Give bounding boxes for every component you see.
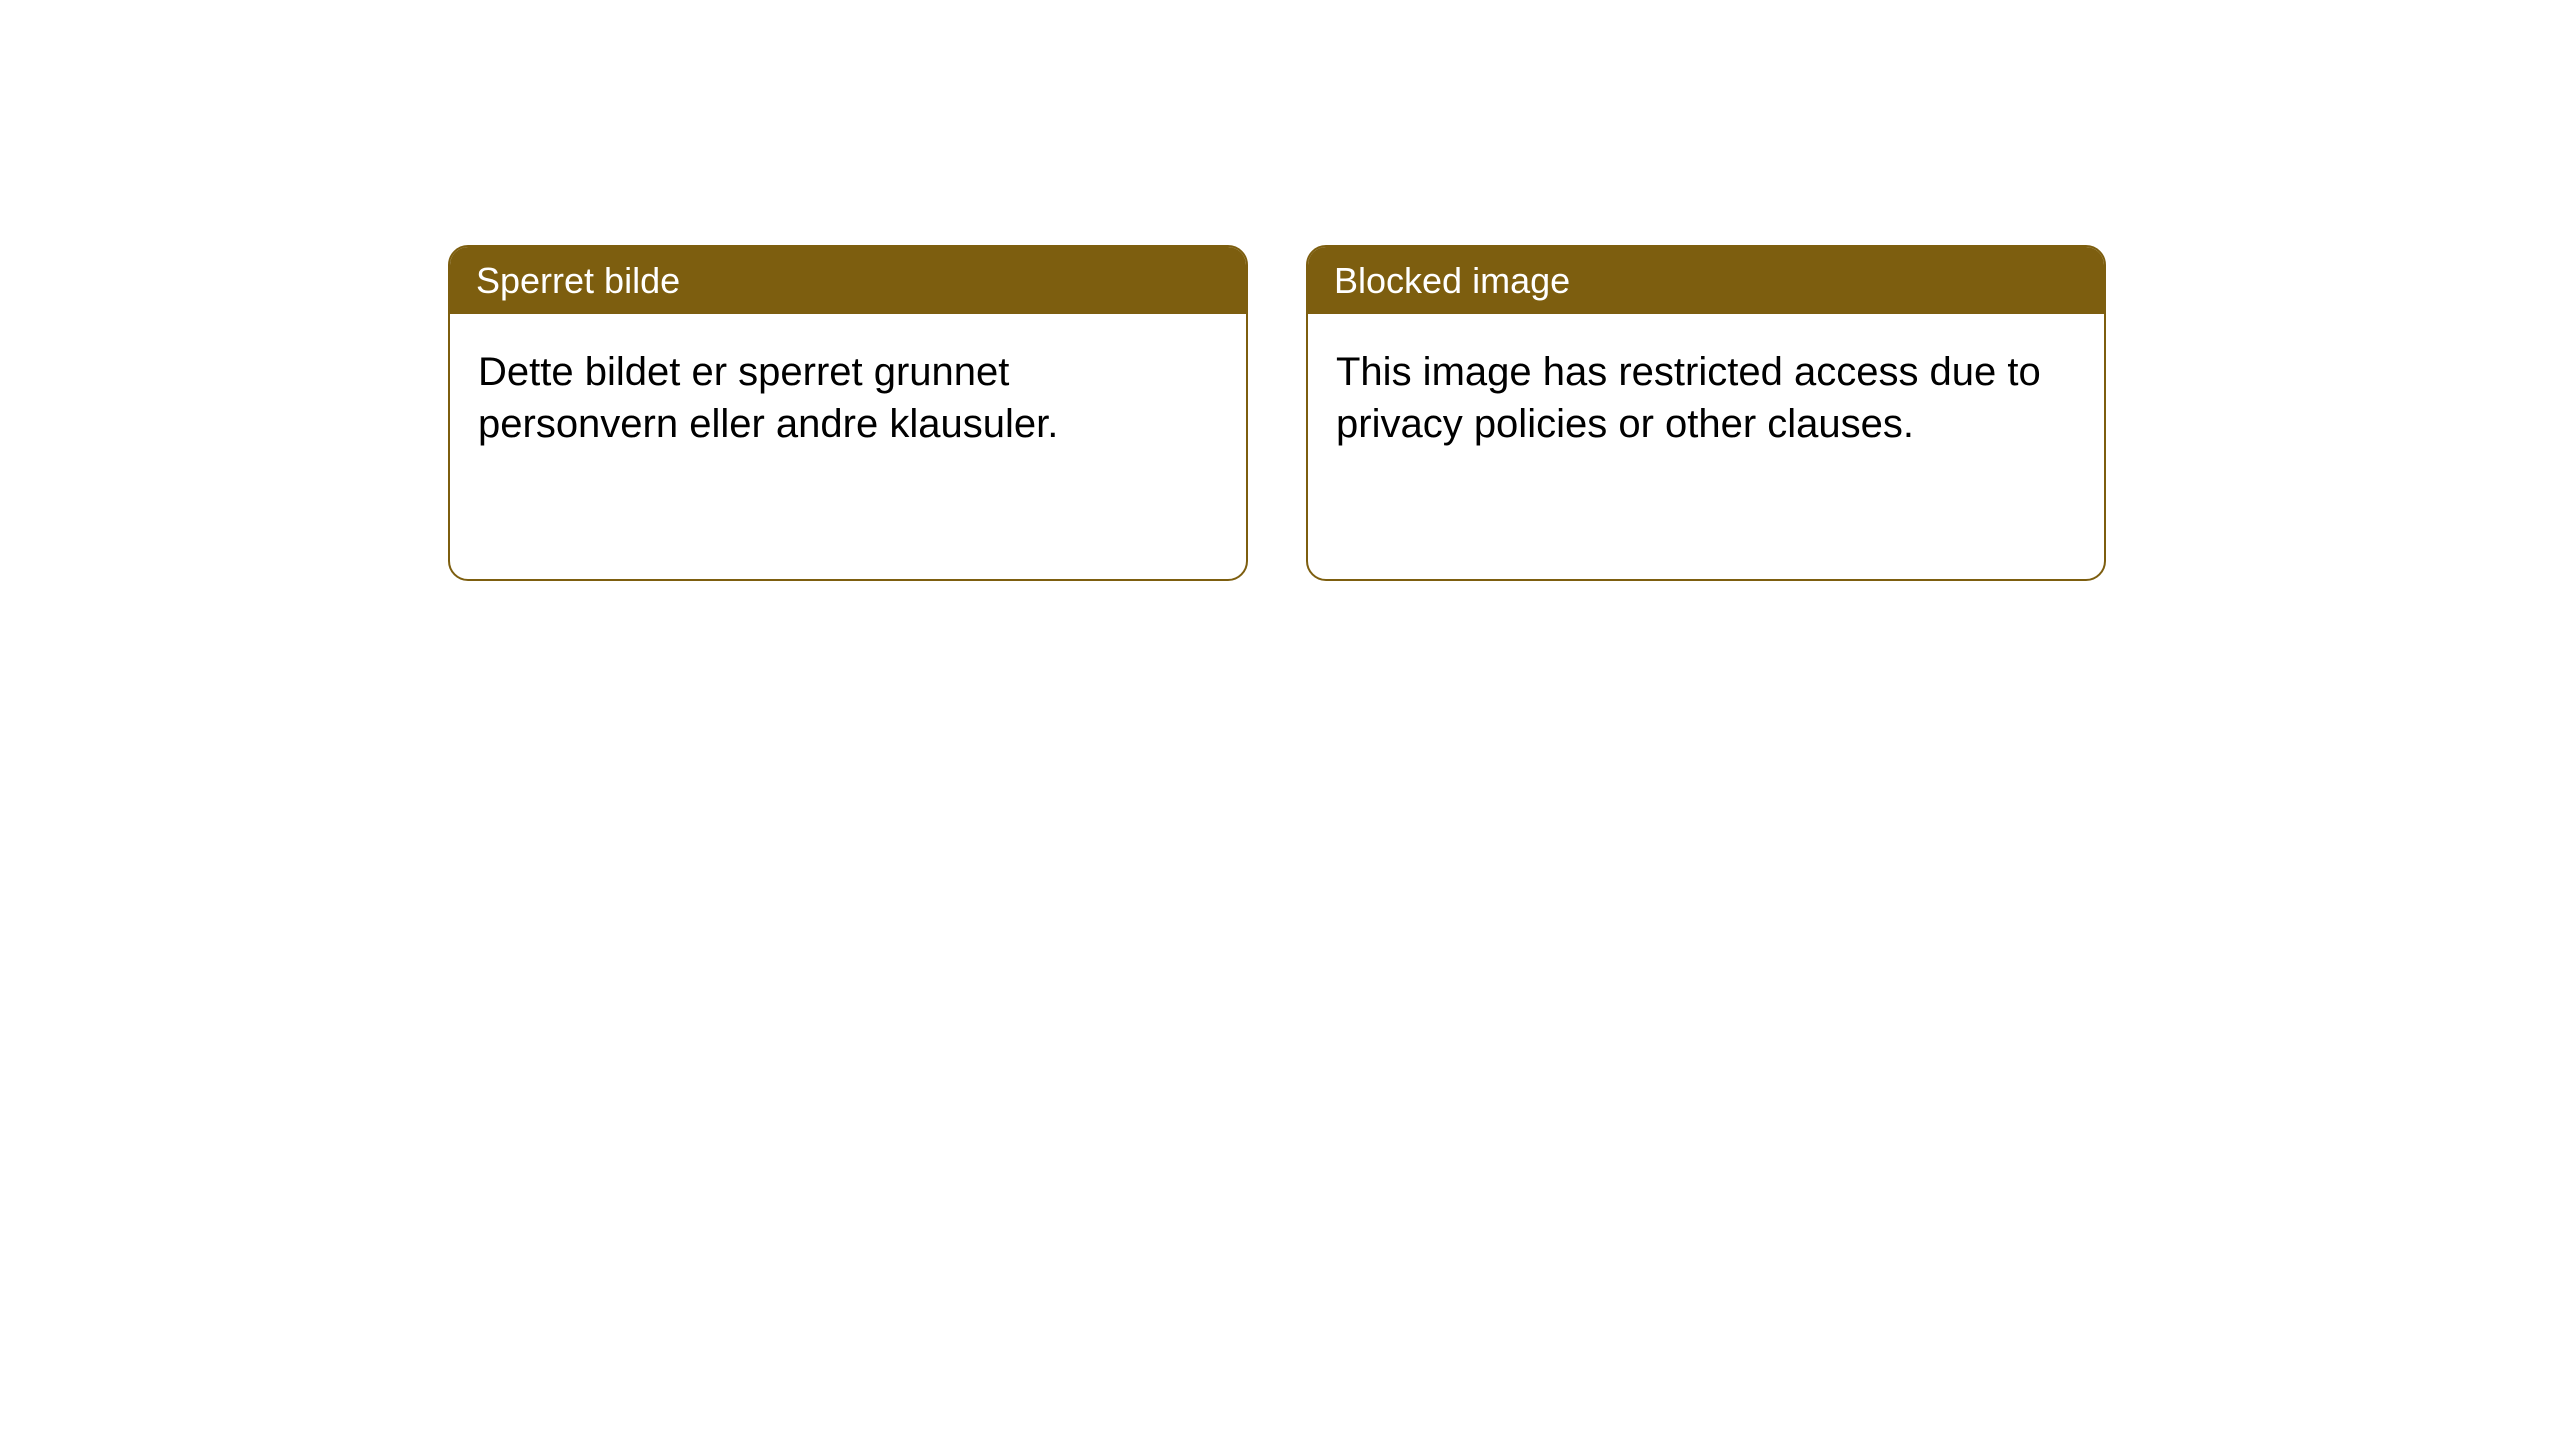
- notice-body: This image has restricted access due to …: [1308, 314, 2104, 482]
- notice-container: Sperret bilde Dette bildet er sperret gr…: [0, 0, 2560, 581]
- notice-card-english: Blocked image This image has restricted …: [1306, 245, 2106, 581]
- notice-body: Dette bildet er sperret grunnet personve…: [450, 314, 1246, 482]
- notice-title: Blocked image: [1308, 247, 2104, 314]
- notice-title: Sperret bilde: [450, 247, 1246, 314]
- notice-card-norwegian: Sperret bilde Dette bildet er sperret gr…: [448, 245, 1248, 581]
